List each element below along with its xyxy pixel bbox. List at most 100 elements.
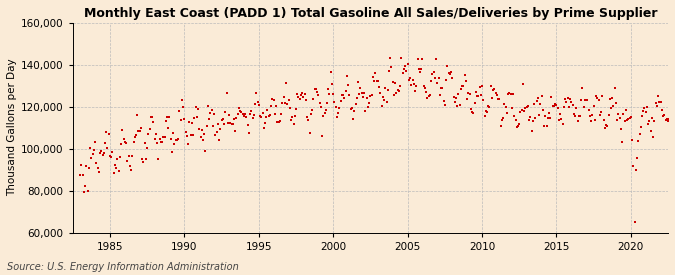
Point [398, 71, 408, 75]
Point [112, 156, 123, 161]
Point [412, 57, 423, 61]
Point [338, 92, 348, 97]
Point [268, 98, 279, 103]
Point [396, 56, 407, 60]
Point [204, 116, 215, 121]
Point [330, 104, 341, 109]
Point [580, 98, 591, 103]
Point [383, 69, 394, 74]
Point [352, 80, 363, 84]
Point [271, 104, 281, 108]
Point [236, 110, 247, 114]
Point [410, 89, 421, 94]
Point [611, 101, 622, 105]
Point [549, 104, 560, 108]
Point [540, 114, 551, 118]
Point [554, 118, 564, 122]
Point [503, 92, 514, 96]
Point [287, 115, 298, 120]
Point [365, 94, 376, 98]
Point [391, 91, 402, 95]
Point [293, 94, 304, 99]
Point [324, 92, 335, 97]
Point [170, 138, 181, 142]
Point [185, 133, 196, 137]
Point [195, 135, 206, 139]
Point [451, 96, 462, 100]
Point [254, 114, 265, 118]
Point [524, 118, 535, 122]
Point [140, 157, 151, 161]
Point [494, 97, 505, 102]
Point [405, 76, 416, 81]
Point [242, 123, 253, 127]
Point [522, 104, 533, 108]
Point [179, 117, 190, 122]
Point [290, 114, 300, 118]
Point [490, 91, 501, 95]
Point [275, 112, 286, 116]
Point [281, 81, 292, 86]
Point [623, 116, 634, 121]
Point [312, 90, 323, 94]
Point [344, 93, 355, 97]
Point [493, 97, 504, 101]
Point [641, 105, 652, 109]
Point [325, 70, 336, 74]
Point [88, 148, 99, 152]
Point [288, 122, 299, 126]
Point [567, 103, 578, 107]
Point [509, 114, 520, 118]
Point [354, 92, 364, 97]
Point [647, 116, 657, 120]
Point [481, 110, 492, 114]
Point [495, 123, 506, 128]
Point [155, 139, 166, 144]
Point [425, 92, 435, 97]
Point [582, 98, 593, 103]
Point [421, 90, 431, 94]
Point [211, 130, 222, 134]
Point [99, 150, 109, 155]
Point [105, 153, 115, 158]
Point [508, 92, 518, 97]
Point [352, 96, 362, 101]
Point [427, 72, 438, 76]
Point [566, 100, 576, 104]
Point [443, 71, 454, 75]
Point [439, 103, 450, 107]
Point [309, 87, 320, 91]
Point [537, 107, 548, 112]
Point [176, 98, 187, 102]
Point [188, 133, 198, 137]
Point [497, 116, 508, 120]
Point [123, 154, 134, 158]
Point [446, 70, 456, 74]
Point [665, 111, 675, 116]
Point [376, 104, 387, 108]
Point [229, 117, 240, 121]
Point [648, 135, 659, 139]
Point [178, 105, 188, 109]
Y-axis label: Thousand Gallons per Day: Thousand Gallons per Day [7, 59, 17, 196]
Point [577, 86, 588, 91]
Point [564, 105, 574, 109]
Point [227, 122, 238, 126]
Point [238, 114, 249, 119]
Point [510, 118, 521, 122]
Point [217, 117, 228, 121]
Point [151, 131, 161, 136]
Point [550, 102, 561, 107]
Point [390, 81, 401, 86]
Point [373, 79, 383, 84]
Point [527, 119, 538, 123]
Point [598, 118, 609, 123]
Point [138, 160, 149, 164]
Point [531, 99, 542, 103]
Point [127, 153, 138, 158]
Point [111, 166, 122, 170]
Point [639, 106, 650, 111]
Point [633, 139, 644, 144]
Point [282, 102, 293, 106]
Point [248, 113, 259, 118]
